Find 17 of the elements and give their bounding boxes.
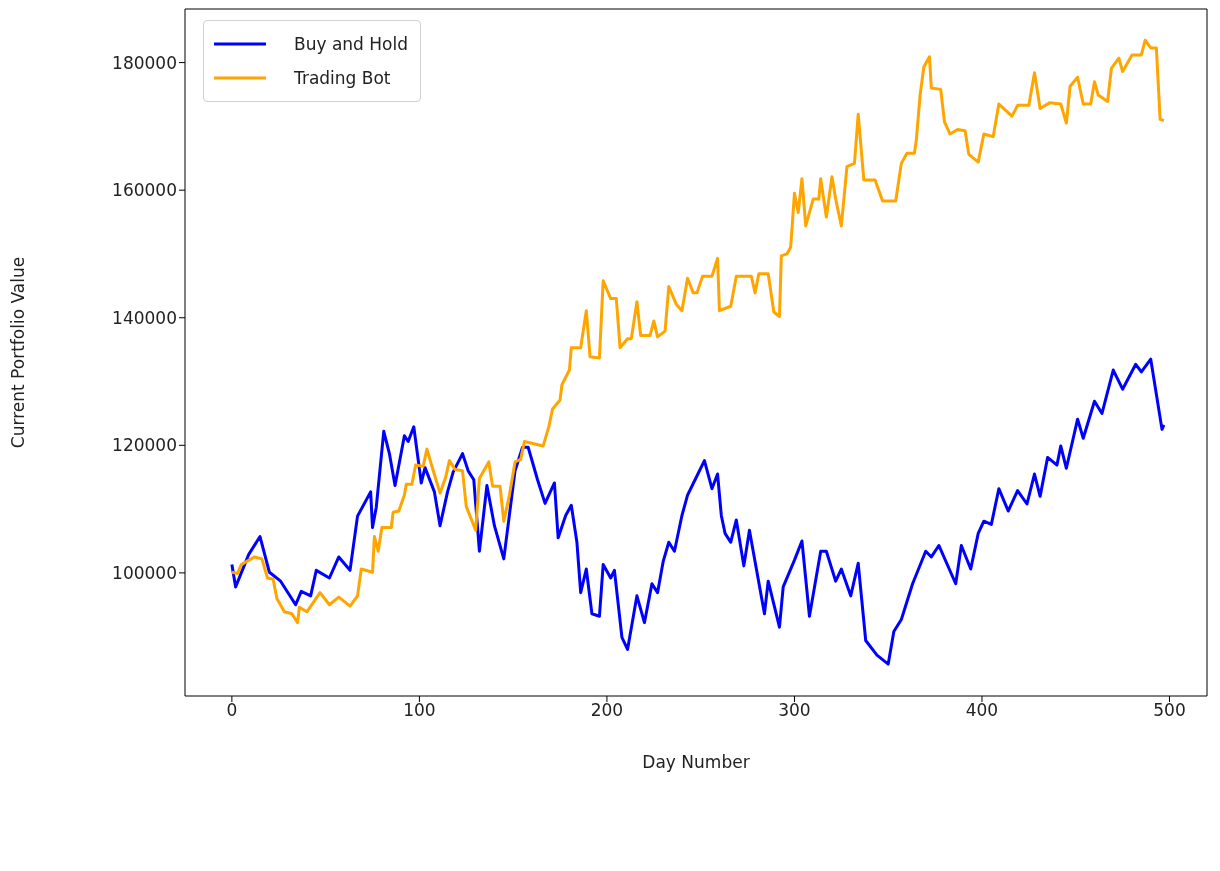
y-axis-title: Current Portfolio Value: [8, 256, 29, 449]
y-tick-label: 140000: [112, 307, 177, 328]
x-tick-label: 200: [590, 700, 624, 721]
legend-label: Buy and Hold: [294, 34, 408, 54]
y-tick-label: 120000: [112, 435, 177, 456]
legend-label: Trading Bot: [294, 68, 391, 88]
x-tick-label: 500: [1153, 700, 1186, 721]
y-tick-label: 160000: [112, 180, 177, 201]
x-tick-label: 400: [965, 700, 999, 721]
line-series: [230, 38, 1166, 625]
y-tick-label: 180000: [112, 52, 177, 73]
x-tick-label: 0: [226, 700, 238, 721]
line-series: [230, 357, 1166, 666]
x-tick-label: 300: [778, 700, 811, 721]
x-axis-title: Day Number: [642, 752, 750, 772]
x-tick-label: 100: [403, 700, 436, 721]
y-tick-label: 100000: [112, 562, 177, 583]
